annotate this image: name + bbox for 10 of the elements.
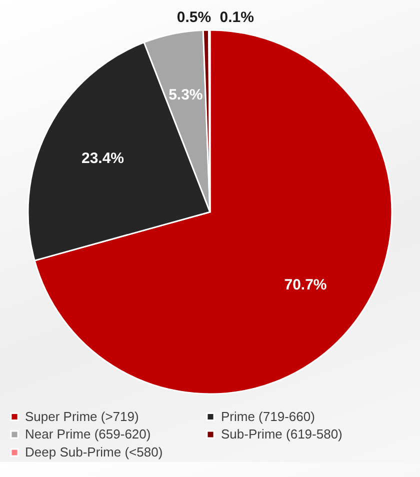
data-label: 0.1% <box>220 9 254 26</box>
legend-label: Sub-Prime (619-580) <box>221 426 342 442</box>
legend-label: Prime (719-660) <box>221 408 315 424</box>
data-label: 0.5% <box>176 9 212 26</box>
data-label: 23.4% <box>81 150 124 168</box>
data-label: 70.7% <box>284 276 327 294</box>
legend-label: Deep Sub-Prime (<580) <box>25 444 163 460</box>
legend-label: Super Prime (>719) <box>25 408 139 424</box>
legend-label: Near Prime (659-620) <box>25 426 151 442</box>
data-label: 5.3% <box>168 86 203 104</box>
